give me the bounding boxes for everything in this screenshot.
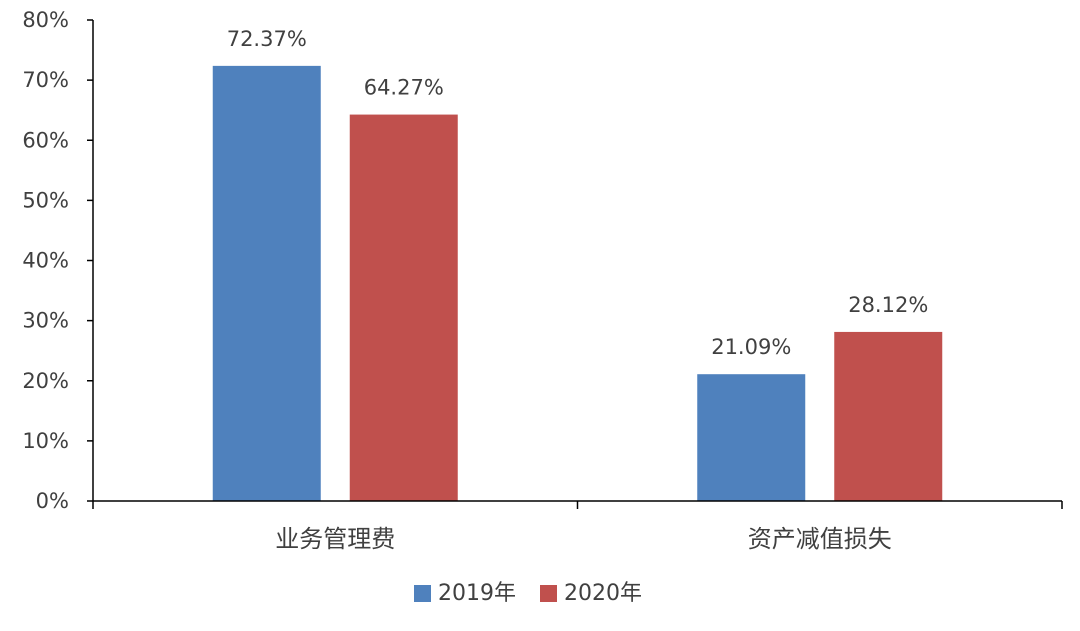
y-tick-label: 60% [22, 128, 69, 152]
legend-swatch [540, 585, 557, 602]
y-tick-label: 40% [22, 249, 69, 273]
legend-label: 2020年 [564, 581, 642, 606]
y-tick-label: 80% [22, 8, 69, 32]
legend-label: 2019年 [438, 581, 516, 606]
data-label: 28.12% [848, 293, 928, 317]
y-tick-label: 70% [22, 68, 69, 92]
bar [349, 114, 458, 501]
bar [834, 331, 943, 501]
y-tick-label: 0% [36, 489, 69, 513]
data-labels: 72.37% 64.27% 21.09% 28.12% [227, 27, 929, 359]
legend-item: 2020年 [540, 581, 642, 606]
y-tick-label: 20% [22, 369, 69, 393]
category-labels: 业务管理费 资产减值损失 [275, 525, 892, 553]
y-tick-label: 50% [22, 188, 69, 212]
data-label: 21.09% [711, 335, 791, 359]
data-label: 72.37% [227, 27, 307, 51]
bar [212, 65, 321, 502]
legend-item: 2019年 [414, 581, 516, 606]
y-tick-label: 30% [22, 309, 69, 333]
legend: 2019年 2020年 [414, 581, 642, 606]
bar [697, 374, 806, 501]
category-label: 业务管理费 [275, 525, 395, 553]
bars [212, 65, 943, 502]
y-tick-label: 10% [22, 429, 69, 453]
data-label: 64.27% [364, 76, 444, 100]
x-axis-ticks [92, 501, 1063, 509]
y-axis-ticks: 0% 10% 20% 30% 40% 50% 60% 70% 80% [22, 8, 93, 513]
legend-swatch [414, 585, 431, 602]
category-label: 资产减值损失 [748, 525, 892, 553]
